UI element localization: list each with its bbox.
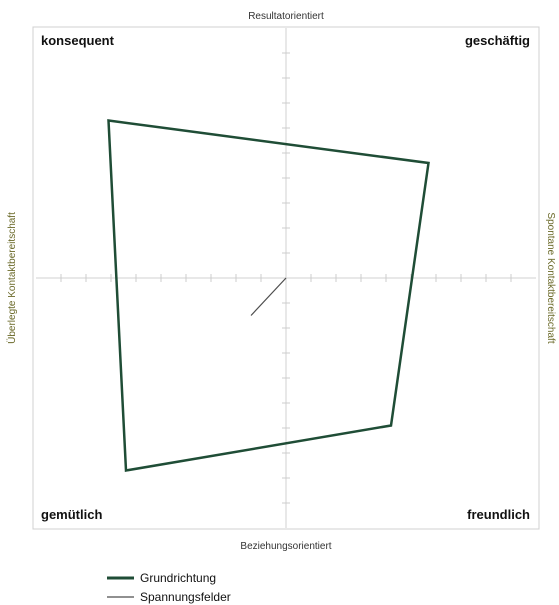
left-axis-label: Überlegte Kontaktbereitschaft <box>6 212 18 344</box>
legend: Grundrichtung Spannungsfelder <box>107 571 231 604</box>
legend-label-grundrichtung: Grundrichtung <box>140 571 216 585</box>
series-spannungsfelder <box>250 277 287 316</box>
right-axis-label: Spontane Kontaktbereitschaft <box>545 212 556 343</box>
legend-label-spannungsfelder: Spannungsfelder <box>140 590 231 604</box>
plot-frame <box>32 26 540 530</box>
bottom-axis-label: Beziehungsorientiert <box>240 541 331 552</box>
corner-bottom-left: gemütlich <box>41 507 102 522</box>
top-axis-label: Resultatorientiert <box>248 11 324 22</box>
corner-top-left: konsequent <box>41 33 115 48</box>
corner-bottom-right: freundlich <box>467 507 530 522</box>
corner-top-right: geschäftig <box>465 33 530 48</box>
series-grundrichtung <box>107 119 430 472</box>
marks <box>107 119 430 472</box>
